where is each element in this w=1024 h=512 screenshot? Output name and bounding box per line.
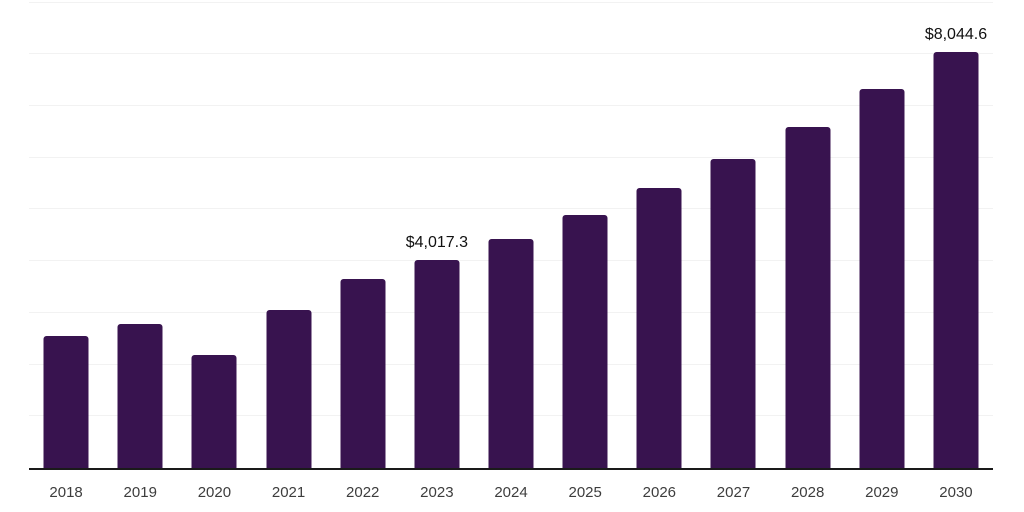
- bar-value-label: $4,017.3: [405, 234, 468, 252]
- bar-2023[interactable]: [414, 260, 460, 468]
- x-tick-label: 2025: [568, 484, 602, 501]
- bar-2030[interactable]: [933, 52, 979, 468]
- bar-slot: [548, 0, 622, 468]
- bar-value-label: $8,044.6: [924, 26, 988, 43]
- x-tick-label: 2026: [642, 484, 677, 501]
- plot-area: $4,017.3 $8,044.6: [29, 0, 993, 468]
- bar-slot: $4,017.3: [400, 0, 474, 468]
- bar-slot: [251, 0, 325, 468]
- bar-2025[interactable]: [562, 214, 608, 468]
- gridline: [29, 53, 993, 55]
- bar-2029[interactable]: [859, 89, 905, 468]
- bar-2026[interactable]: [636, 188, 682, 468]
- x-tick-label: 2021: [271, 484, 306, 501]
- bar-slot: [326, 0, 400, 468]
- bar-2024[interactable]: [488, 238, 534, 468]
- bar-2022[interactable]: [340, 279, 386, 468]
- bar-slot: [696, 0, 770, 468]
- x-tick-label: 2023: [420, 484, 454, 501]
- x-tick-label: 2029: [865, 484, 899, 501]
- x-axis-labels: 2018 2019 2020 2021 2022 2023 2024 2025 2026 2027…: [29, 485, 993, 500]
- bar-2018[interactable]: [43, 336, 89, 468]
- bar-slot: $8,044.6: [919, 0, 993, 468]
- x-tick-label: 2028: [790, 484, 825, 501]
- x-tick-label: 2018: [49, 484, 83, 501]
- x-tick-label: 2022: [346, 484, 380, 501]
- bar-slot: [29, 0, 103, 468]
- x-tick-label: 2020: [197, 484, 232, 501]
- bar-2019[interactable]: [117, 323, 163, 468]
- x-axis-line: [29, 468, 993, 470]
- bar-slot: [177, 0, 251, 468]
- bar-2027[interactable]: [710, 159, 756, 468]
- x-tick-label: 2030: [939, 484, 973, 501]
- bar-2020[interactable]: [191, 355, 237, 468]
- bar-slot: [622, 0, 696, 468]
- bar-slot: [771, 0, 845, 468]
- x-tick-label: 2027: [716, 484, 751, 501]
- bar-slot: [845, 0, 919, 468]
- x-tick-label: 2024: [494, 484, 528, 501]
- gridline: [29, 208, 993, 210]
- gridline: [29, 156, 993, 158]
- x-tick-label: 2019: [123, 484, 157, 501]
- gridline: [29, 105, 993, 107]
- bar-slot: [103, 0, 177, 468]
- bars-layer: $4,017.3 $8,044.6: [29, 0, 993, 468]
- gridline: [29, 1, 993, 3]
- bar-slot: [474, 0, 548, 468]
- bar-2028[interactable]: [785, 127, 831, 468]
- bar-2021[interactable]: [266, 310, 312, 468]
